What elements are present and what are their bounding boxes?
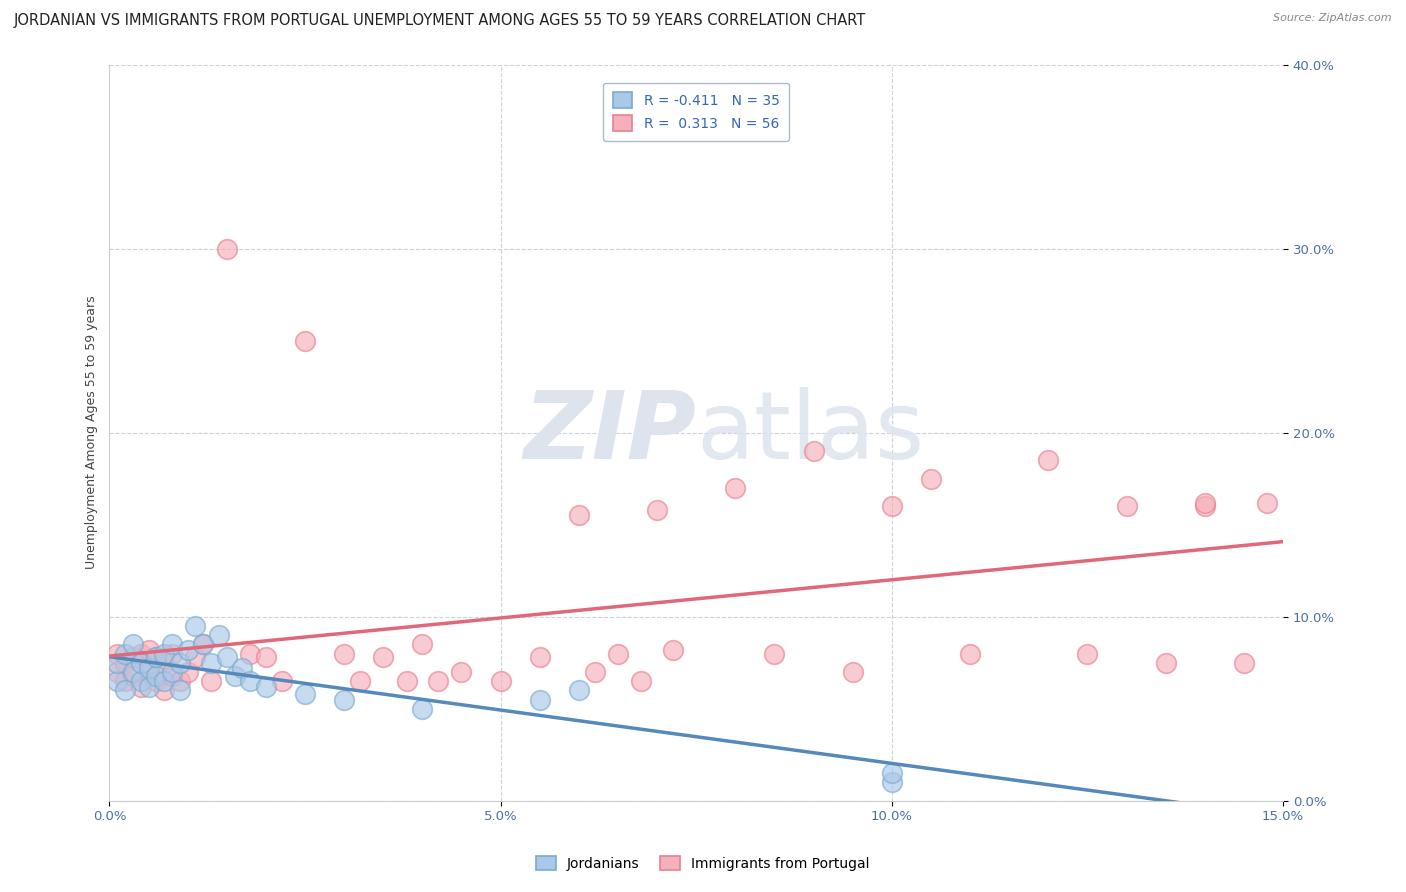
Point [411, 637, 433, 651]
Point [373, 650, 395, 665]
Point [1038, 453, 1060, 467]
Point [153, 674, 176, 689]
Point [129, 680, 152, 694]
Legend: R = -0.411   N = 35, R =  0.313   N = 56: R = -0.411 N = 35, R = 0.313 N = 56 [603, 83, 789, 141]
Point [114, 674, 136, 689]
Point [1194, 500, 1216, 514]
Point [630, 674, 652, 689]
Point [114, 683, 136, 698]
Point [645, 503, 668, 517]
Point [122, 650, 145, 665]
Point [129, 647, 152, 661]
Point [160, 668, 183, 682]
Point [122, 668, 145, 682]
Point [215, 242, 238, 256]
Point [880, 766, 903, 780]
Point [105, 656, 128, 670]
Point [294, 334, 316, 348]
Point [959, 647, 981, 661]
Point [239, 647, 262, 661]
Point [160, 665, 183, 679]
Point [105, 674, 128, 689]
Point [841, 665, 863, 679]
Point [169, 656, 191, 670]
Point [254, 680, 277, 694]
Text: ZIP: ZIP [523, 386, 696, 479]
Point [184, 619, 207, 633]
Point [184, 650, 207, 665]
Point [568, 508, 591, 523]
Point [803, 444, 825, 458]
Point [254, 650, 277, 665]
Point [200, 674, 222, 689]
Point [294, 687, 316, 701]
Point [231, 661, 253, 675]
Point [529, 692, 551, 706]
Point [160, 647, 183, 661]
Point [427, 674, 450, 689]
Point [169, 674, 191, 689]
Point [176, 643, 198, 657]
Point [395, 674, 418, 689]
Point [153, 683, 176, 698]
Point [208, 628, 231, 642]
Point [224, 668, 246, 682]
Point [270, 674, 292, 689]
Point [193, 637, 215, 651]
Point [239, 674, 262, 689]
Point [129, 656, 152, 670]
Legend: Jordanians, Immigrants from Portugal: Jordanians, Immigrants from Portugal [531, 850, 875, 876]
Point [193, 637, 215, 651]
Point [105, 647, 128, 661]
Point [607, 647, 630, 661]
Point [880, 500, 903, 514]
Point [661, 643, 683, 657]
Text: JORDANIAN VS IMMIGRANTS FROM PORTUGAL UNEMPLOYMENT AMONG AGES 55 TO 59 YEARS COR: JORDANIAN VS IMMIGRANTS FROM PORTUGAL UN… [14, 13, 866, 29]
Point [583, 665, 606, 679]
Point [145, 650, 167, 665]
Point [138, 665, 160, 679]
Point [153, 647, 176, 661]
Point [920, 472, 942, 486]
Point [1115, 500, 1137, 514]
Point [145, 668, 167, 682]
Point [333, 647, 356, 661]
Point [1076, 647, 1098, 661]
Point [763, 647, 786, 661]
Point [122, 637, 145, 651]
Point [724, 481, 747, 495]
Point [129, 674, 152, 689]
Point [411, 702, 433, 716]
Point [145, 674, 167, 689]
Point [138, 680, 160, 694]
Point [489, 674, 512, 689]
Point [138, 661, 160, 675]
Point [160, 637, 183, 651]
Y-axis label: Unemployment Among Ages 55 to 59 years: Unemployment Among Ages 55 to 59 years [86, 296, 98, 569]
Point [568, 683, 591, 698]
Point [200, 656, 222, 670]
Point [349, 674, 371, 689]
Point [450, 665, 472, 679]
Point [145, 650, 167, 665]
Point [333, 692, 356, 706]
Point [880, 775, 903, 789]
Point [169, 683, 191, 698]
Point [1154, 656, 1177, 670]
Point [153, 656, 176, 670]
Text: atlas: atlas [696, 386, 925, 479]
Text: Source: ZipAtlas.com: Source: ZipAtlas.com [1274, 13, 1392, 23]
Point [138, 643, 160, 657]
Point [114, 656, 136, 670]
Point [1233, 656, 1256, 670]
Point [529, 650, 551, 665]
Point [1256, 495, 1278, 509]
Point [215, 650, 238, 665]
Point [1194, 495, 1216, 509]
Point [105, 665, 128, 679]
Point [122, 665, 145, 679]
Point [176, 665, 198, 679]
Point [114, 647, 136, 661]
